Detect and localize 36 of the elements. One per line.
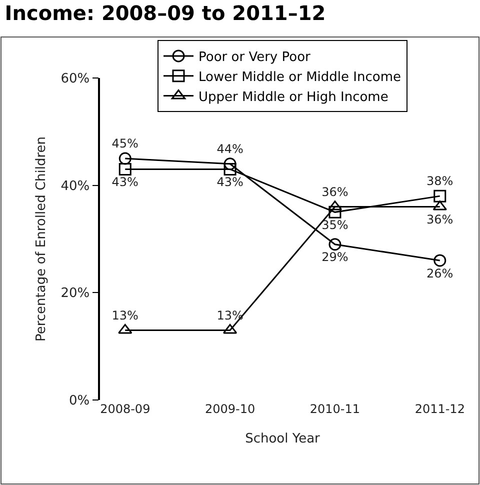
point: [328, 206, 342, 218]
y-tick-label: 0%: [69, 394, 90, 409]
point: [118, 162, 132, 176]
x-tick-label: 2011-12: [414, 402, 465, 416]
point: [328, 238, 342, 251]
x-tick-label: 2008-09: [100, 402, 150, 416]
point: [118, 324, 132, 334]
legend-label: Poor or Very Poor: [198, 50, 312, 66]
data-label: 13%: [216, 308, 244, 322]
point: [222, 324, 238, 334]
data-label: 29%: [322, 250, 348, 264]
y-axis-title: Percentage of Enrolled Children: [34, 136, 50, 342]
legend-label: Upper Middle or High Income: [198, 90, 388, 105]
x-axis-title: School Year: [245, 432, 321, 447]
data-label: 35%: [322, 218, 348, 232]
data-label: 38%: [426, 174, 454, 188]
data-label: 43%: [216, 175, 244, 190]
data-label: 45%: [112, 136, 138, 151]
y-tick-label: 60%: [60, 72, 90, 87]
data-label: 44%: [216, 142, 244, 156]
data-label: 43%: [112, 175, 138, 190]
chart-title: Income: 2008–09 to 2011–12: [4, 1, 326, 25]
point: [224, 162, 236, 176]
point: [118, 152, 132, 165]
data-label: 13%: [112, 308, 138, 322]
data-label: 36%: [322, 184, 348, 199]
point: [434, 254, 446, 267]
data-label: 36%: [426, 212, 454, 227]
x-tick-label: 2009-10: [204, 402, 256, 416]
point: [434, 190, 446, 202]
y-tick-label: 20%: [60, 286, 90, 302]
data-label: 26%: [426, 266, 454, 280]
legend-label: Lower Middle or Middle Income: [198, 70, 401, 85]
x-tick-label: 2010-11: [310, 402, 360, 416]
point: [224, 158, 236, 170]
y-tick-label: 40%: [60, 178, 90, 194]
